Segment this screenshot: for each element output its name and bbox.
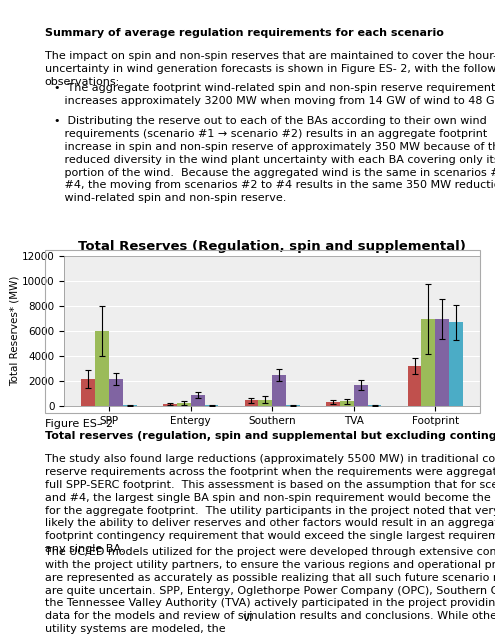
Text: •  Distributing the reserve out to each of the BAs according to their own wind
 : • Distributing the reserve out to each o… [54,116,495,204]
Bar [245,400,258,406]
Text: The study also found large reductions (approximately 5500 MW) in traditional con: The study also found large reductions (a… [45,454,495,554]
Text: Total reserves (regulation, spin and supplemental but excluding contingency) for: Total reserves (regulation, spin and sup… [45,431,495,441]
Text: •  The aggregate footprint wind-related spin and non-spin reserve requirement
  : • The aggregate footprint wind-related s… [54,83,495,106]
Bar [368,405,382,406]
Bar [286,405,300,406]
Bar [272,375,286,406]
Bar [177,403,191,406]
Bar [123,405,137,406]
Bar [407,366,421,406]
Bar [421,319,435,406]
Bar [435,319,449,406]
Bar [340,401,354,406]
Text: Summary of average regulation requirements for each scenario: Summary of average regulation requiremen… [45,28,444,38]
Text: The impact on spin and non-spin reserves that are maintained to cover the hour-a: The impact on spin and non-spin reserves… [45,51,495,87]
Text: The UC/ED models utilized for the project were developed through extensive consu: The UC/ED models utilized for the projec… [45,547,495,634]
Bar [191,395,204,406]
Y-axis label: Total Reserves* (MW): Total Reserves* (MW) [9,276,19,387]
Bar [96,332,109,406]
Bar [258,399,272,406]
Bar [204,405,218,406]
Bar [109,379,123,406]
Bar [449,323,463,406]
Bar [163,404,177,406]
Text: vi: vi [243,611,252,624]
Bar [82,379,96,406]
Text: Figure ES– 2: Figure ES– 2 [45,419,113,429]
Bar [354,385,368,406]
Title: Total Reserves (Regulation, spin and supplemental): Total Reserves (Regulation, spin and sup… [78,241,466,253]
Bar [326,402,340,406]
